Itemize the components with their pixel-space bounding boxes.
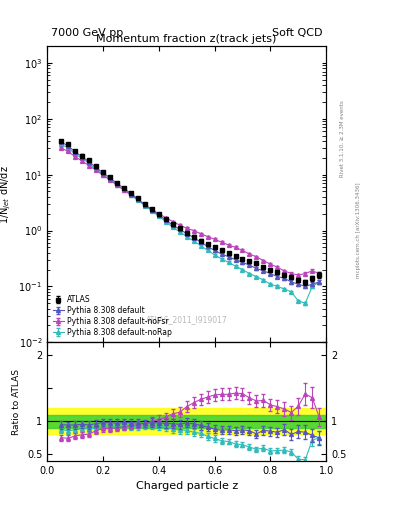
- Text: mcplots.cern.ch [arXiv:1306.3436]: mcplots.cern.ch [arXiv:1306.3436]: [356, 183, 361, 278]
- Text: ATLAS_2011_I919017: ATLAS_2011_I919017: [146, 315, 228, 325]
- Title: Momentum fraction z(track jets): Momentum fraction z(track jets): [97, 34, 277, 44]
- Text: Soft QCD: Soft QCD: [272, 28, 322, 38]
- Y-axis label: 1/N$_{jet}$ dN/dz: 1/N$_{jet}$ dN/dz: [0, 165, 13, 224]
- X-axis label: Charged particle z: Charged particle z: [136, 481, 238, 491]
- Text: 7000 GeV pp: 7000 GeV pp: [51, 28, 123, 38]
- Y-axis label: Ratio to ATLAS: Ratio to ATLAS: [12, 369, 21, 435]
- Legend: ATLAS, Pythia 8.308 default, Pythia 8.308 default-noFsr, Pythia 8.308 default-no: ATLAS, Pythia 8.308 default, Pythia 8.30…: [51, 294, 173, 338]
- Text: Rivet 3.1.10, ≥ 2.3M events: Rivet 3.1.10, ≥ 2.3M events: [340, 100, 345, 177]
